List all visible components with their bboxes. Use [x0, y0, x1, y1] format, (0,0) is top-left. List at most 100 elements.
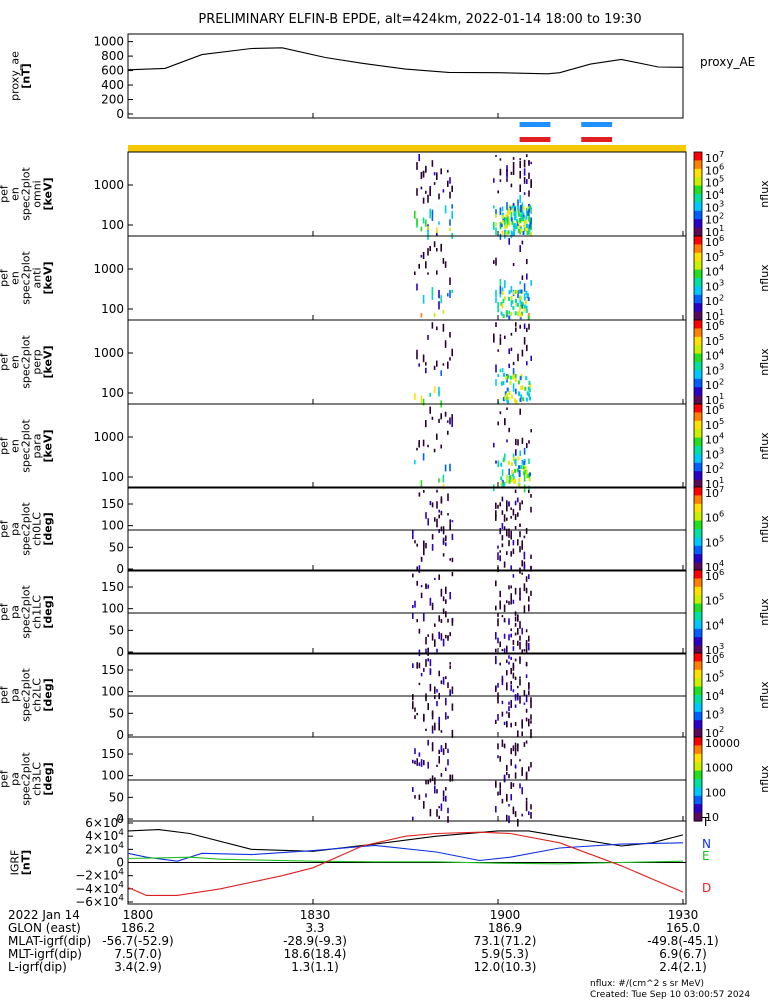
spec-cell [507, 374, 510, 379]
spec-cell [506, 528, 508, 537]
colorbar-cell [694, 517, 702, 522]
spec-cell [418, 794, 421, 800]
colorbar-cell [694, 545, 702, 550]
ylabel-line: pef [0, 184, 11, 203]
spec-cell [518, 392, 521, 397]
ylabel-line: pef [0, 436, 11, 455]
spec-cell [512, 231, 515, 236]
spec-cell [522, 230, 525, 235]
spec-cell [438, 815, 440, 819]
spec-cell [505, 231, 508, 236]
spec-cell [425, 362, 427, 366]
colorbar-cell [694, 697, 702, 702]
spec-cell [512, 475, 515, 480]
colorbar-cell [694, 370, 702, 374]
spec-cell [515, 302, 518, 307]
spec-cell [497, 791, 499, 796]
spec-cell [514, 587, 517, 595]
spec-cell [521, 302, 524, 307]
colorbar-cell [694, 306, 702, 310]
ylabel-line: omni [31, 180, 44, 207]
xaxis-row-value: 1800 [123, 908, 154, 922]
colorbar-label: nflux [758, 180, 771, 208]
colorbar-cell [694, 451, 702, 455]
colorbar-cell [694, 462, 702, 467]
spec-cell [521, 813, 523, 817]
spec-cell [433, 241, 436, 248]
spec-cell [418, 762, 421, 767]
colorbar-cell [694, 672, 702, 676]
spec-cell [449, 774, 451, 782]
spec-cell [517, 380, 520, 385]
spec-cell [506, 387, 509, 392]
spec-cell [530, 590, 532, 596]
spec-cell [497, 637, 499, 644]
colorbar-cell [694, 160, 702, 164]
colorbar-cell [694, 350, 702, 355]
spec-cell [502, 298, 505, 303]
colorbar-cell [694, 205, 702, 209]
colorbar-cell [694, 476, 702, 481]
spec-cell [517, 497, 519, 503]
spec-cell [500, 223, 503, 228]
spec-cell [509, 475, 512, 480]
spec-cell [445, 535, 447, 542]
spec-cell [528, 490, 530, 493]
spec-cell [449, 277, 451, 285]
spec-cell [523, 447, 526, 455]
colorbar-cell [694, 381, 702, 385]
spec-cell [502, 217, 505, 222]
colorbar-tick-label: 101 [705, 223, 724, 239]
spec-cell [520, 311, 523, 316]
spec-cell [414, 393, 416, 400]
colorbar-cell [694, 152, 702, 156]
colorbar-cell [694, 570, 702, 574]
spec-ylabel: elbpefpaspec2plotch3LC[deg] [0, 752, 55, 806]
spec-cell [528, 392, 531, 397]
spec-cell [425, 419, 427, 428]
spec-cell [495, 322, 497, 328]
spec-cell [440, 168, 442, 175]
spec-cell [508, 534, 510, 538]
spec-cell [514, 764, 517, 769]
colorbar-cell [694, 748, 702, 752]
colorbar-cell [694, 392, 702, 397]
ylabel-line: [deg] [42, 762, 55, 795]
colorbar-cell [694, 551, 702, 555]
spec-cell [501, 304, 504, 309]
colorbar-cell [694, 603, 702, 607]
ytick-label: 150 [101, 580, 124, 594]
spec-cell [440, 413, 442, 420]
spec-cell [497, 460, 499, 468]
spec-frame [127, 319, 687, 405]
colorbar-cell [694, 790, 702, 794]
spec-cell [512, 548, 515, 555]
spec-cell [519, 641, 521, 650]
spec-cell [525, 309, 528, 314]
spec-cell [525, 804, 528, 812]
spec-cell [527, 315, 530, 320]
spec-cell [508, 712, 510, 718]
spec-cell [422, 251, 425, 260]
spec-cell [497, 743, 499, 750]
spec-cell [414, 795, 416, 799]
ylabel-line: spec2plot [20, 251, 33, 305]
spec-cell [440, 498, 443, 503]
colorbar-cell [694, 634, 702, 638]
spec-cell [530, 804, 532, 810]
spec-cell [501, 287, 504, 295]
spec-cell [449, 665, 451, 669]
spec-cell [499, 600, 501, 604]
spec-cell [445, 712, 447, 720]
xaxis-row-value: 7.5(7.0) [114, 947, 162, 961]
spec-cell [525, 740, 528, 744]
spec-cell [423, 801, 425, 809]
spec-cell [517, 512, 519, 517]
spec-cell [499, 527, 501, 535]
colorbar-cell [694, 401, 702, 405]
spec-cell [509, 206, 512, 211]
spec-cell [530, 180, 532, 188]
spec-cell [416, 580, 418, 586]
spec-cell [449, 219, 451, 226]
spec-cell [508, 238, 510, 245]
